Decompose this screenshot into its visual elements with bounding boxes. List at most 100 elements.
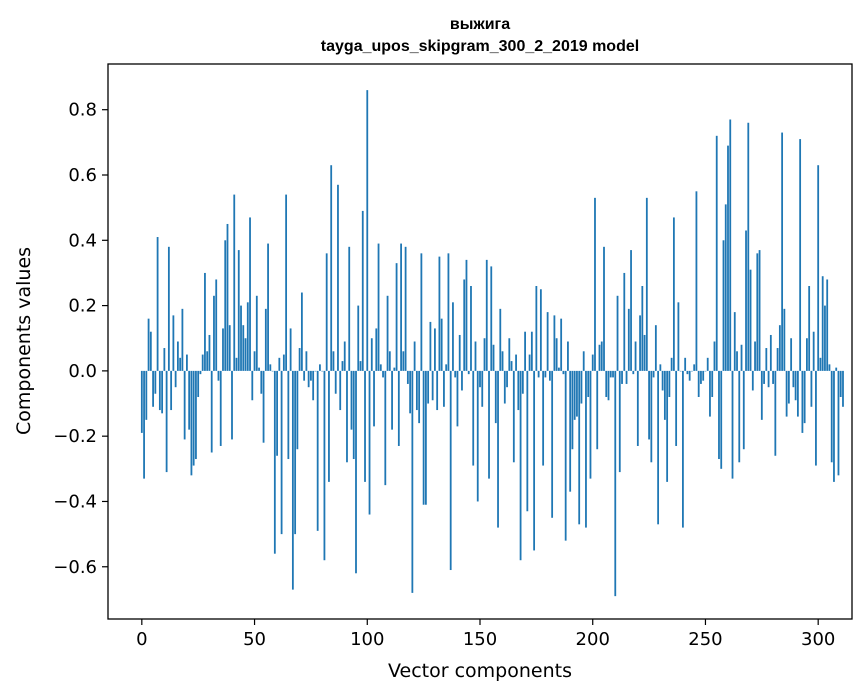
bar-235	[670, 357, 673, 371]
bar-180	[546, 312, 549, 371]
bar-6	[154, 370, 157, 394]
bar-26	[199, 370, 202, 375]
bar-157	[494, 370, 497, 424]
x-tick-label: 0	[136, 629, 147, 650]
bar-280	[772, 370, 774, 384]
bar-73	[305, 351, 308, 371]
bar-304	[826, 279, 829, 371]
bar-236	[672, 217, 675, 371]
y-tick-label: −0.4	[53, 491, 97, 512]
bar-195	[580, 370, 583, 404]
bar-141	[458, 334, 461, 371]
bar-226	[650, 370, 653, 463]
bar-209	[612, 370, 614, 378]
bar-27	[201, 354, 204, 371]
bar-305	[828, 364, 831, 371]
bar-168	[519, 370, 522, 561]
bar-203	[598, 344, 601, 371]
bar-40	[231, 370, 233, 440]
bar-171	[526, 370, 529, 512]
bar-257	[720, 370, 723, 469]
x-tick-label: 50	[243, 629, 266, 650]
bar-132	[438, 256, 441, 371]
bar-211	[616, 295, 619, 371]
bar-252	[709, 370, 711, 417]
bar-109	[386, 295, 389, 371]
bar-100	[366, 90, 369, 371]
bar-10	[163, 348, 166, 371]
bar-200	[591, 354, 594, 371]
bar-309	[837, 370, 840, 476]
bar-247	[697, 370, 700, 397]
bar-256	[718, 370, 720, 460]
bar-11	[165, 370, 168, 473]
bar-279	[769, 334, 772, 371]
bar-264	[736, 351, 738, 371]
bar-48	[249, 217, 251, 371]
bar-273	[756, 253, 759, 371]
bar-242	[686, 370, 689, 375]
y-tick-label: 0.6	[68, 165, 97, 186]
bar-33	[215, 279, 218, 371]
bar-284	[781, 132, 784, 371]
bar-244	[691, 370, 693, 372]
bar-61	[278, 357, 281, 371]
bar-186	[560, 318, 563, 371]
bar-66	[289, 328, 292, 371]
bar-87	[337, 184, 339, 371]
bar-53	[260, 370, 263, 394]
bar-20	[186, 354, 188, 371]
bar-265	[738, 370, 741, 463]
bar-83	[328, 370, 330, 482]
bar-251	[706, 357, 709, 371]
bar-70	[298, 348, 301, 371]
bar-224	[645, 197, 648, 371]
bar-198	[587, 370, 590, 397]
bar-282	[776, 348, 779, 371]
bar-152	[483, 338, 486, 371]
bar-0	[140, 370, 143, 433]
bar-150	[479, 370, 481, 388]
bar-202	[596, 370, 599, 450]
bar-9	[161, 370, 164, 414]
bar-67	[291, 370, 294, 590]
bar-181	[548, 370, 551, 381]
bar-308	[835, 367, 838, 371]
bar-268	[745, 230, 747, 371]
bar-138	[452, 302, 454, 371]
bar-239	[679, 370, 682, 372]
bar-271	[751, 370, 754, 391]
bar-302	[821, 276, 824, 371]
bar-253	[711, 370, 714, 397]
bar-24	[195, 370, 197, 460]
bar-283	[778, 325, 781, 371]
bar-105	[377, 243, 380, 371]
bar-274	[758, 250, 761, 371]
bar-90	[343, 341, 346, 371]
bar-120	[411, 370, 414, 593]
x-tick-label: 300	[801, 629, 835, 650]
bar-82	[325, 253, 328, 371]
bar-93	[350, 370, 353, 430]
bar-272	[754, 341, 756, 371]
bar-137	[449, 370, 452, 571]
bar-182	[551, 370, 554, 518]
bar-99	[364, 370, 366, 482]
bar-197	[585, 370, 587, 528]
bar-217	[630, 250, 632, 371]
bar-126	[424, 370, 427, 505]
bar-233	[666, 370, 669, 482]
bar-145	[467, 370, 470, 375]
y-tick-label: −0.2	[53, 426, 97, 447]
bar-79	[319, 364, 321, 371]
bar-46	[244, 338, 247, 371]
bar-212	[618, 370, 621, 473]
bar-241	[684, 357, 687, 371]
bar-249	[702, 370, 705, 381]
y-tick-label: 0.0	[68, 361, 97, 382]
bar-214	[623, 272, 626, 371]
bar-269	[747, 122, 750, 371]
bar-81	[323, 370, 326, 561]
y-axis-ticks: −0.6 −0.4 −0.2 0.0 0.2 0.4 0.6 0.8	[53, 100, 108, 578]
bar-65	[287, 370, 290, 460]
